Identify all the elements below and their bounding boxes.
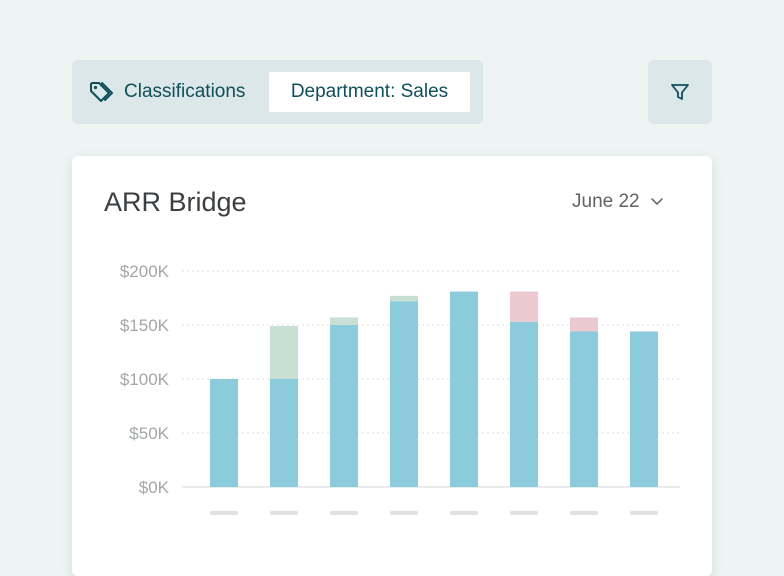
department-filter-chip[interactable]: Department: Sales: [269, 72, 470, 112]
card-title: ARR Bridge: [104, 187, 247, 217]
bar-base-8: [630, 331, 658, 487]
x-tick-label-placeholder: [570, 511, 598, 515]
x-tick-label-placeholder: [210, 511, 238, 515]
x-tick-label-placeholder: [270, 511, 298, 515]
y-tick-label: $0K: [139, 478, 170, 497]
arr-bridge-chart: $0K $50K $100K $150K $200K: [120, 262, 680, 515]
bar-base-4: [390, 301, 418, 487]
bar-decrease-6: [510, 291, 538, 322]
x-tick-label-placeholder: [450, 511, 478, 515]
filter-icon: [671, 84, 689, 100]
bar-base-3: [330, 325, 358, 487]
y-tick-label: $100K: [120, 370, 170, 389]
y-tick-label: $200K: [120, 262, 170, 281]
date-select-value: June 22: [572, 191, 640, 212]
x-tick-label-placeholder: [390, 511, 418, 515]
arr-bridge-card: ARR Bridge June 22 $0K $50K $100K $150K $200…: [72, 156, 712, 576]
x-tick-label-placeholder: [330, 511, 358, 515]
filter-button[interactable]: [648, 60, 712, 124]
bar-increase-3: [330, 317, 358, 325]
classification-filter-bar: Classifications Department: Sales: [72, 60, 483, 124]
bar-decrease-7: [570, 317, 598, 332]
y-tick-label: $150K: [120, 316, 170, 335]
classifications-label: Classifications: [124, 81, 246, 102]
bar-base-1: [210, 379, 238, 487]
bar-base-6: [510, 321, 538, 487]
bar-base-2: [270, 379, 298, 487]
tag-icon: [90, 82, 113, 102]
bar-increase-4: [390, 295, 418, 302]
x-tick-label-placeholder: [510, 511, 538, 515]
x-tick-label-placeholder: [630, 511, 658, 515]
bar-increase-2: [270, 326, 298, 379]
date-select[interactable]: June 22: [572, 188, 664, 216]
bar-base-7: [570, 331, 598, 487]
chevron-down-icon: [650, 198, 663, 205]
bar-base-5: [450, 291, 478, 487]
y-tick-label: $50K: [129, 424, 169, 443]
